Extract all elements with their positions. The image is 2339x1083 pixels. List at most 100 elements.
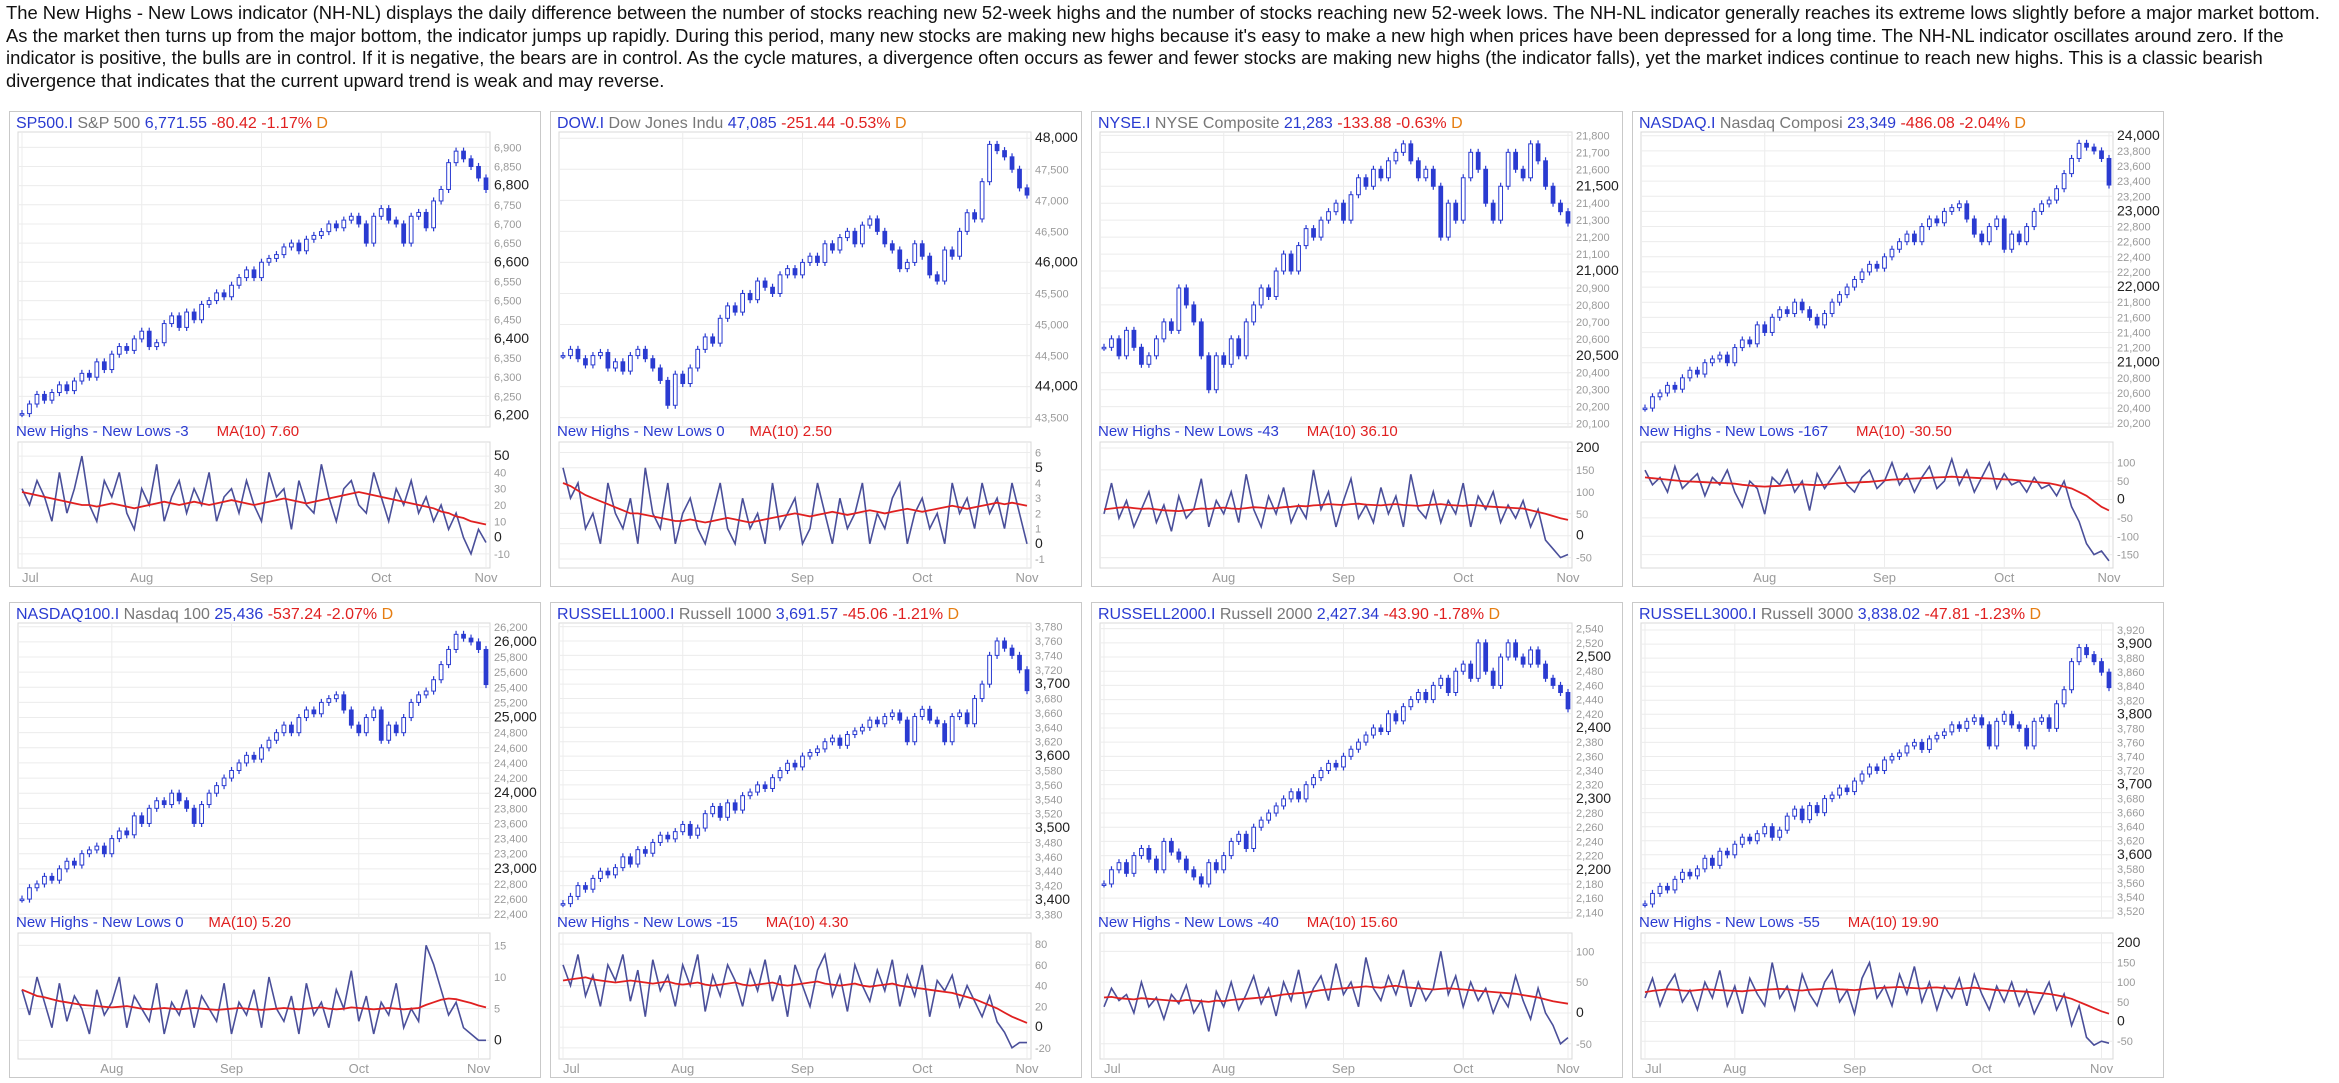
price-candle — [461, 150, 466, 160]
indicator-tick-label: -20 — [1035, 1043, 1051, 1055]
price-change: -47.81 — [1920, 606, 1970, 623]
price-tick-label: 25,800 — [494, 652, 528, 664]
price-candle — [1762, 826, 1768, 835]
nhnl-title: New Highs - New Lows -167 — [1639, 423, 1828, 440]
price-candle — [680, 823, 686, 833]
price-candle — [1468, 663, 1474, 679]
price-candle — [762, 784, 768, 789]
indicator-tick-label: 10 — [494, 516, 506, 528]
price-tick-label: 25,400 — [494, 682, 528, 694]
price-candle — [289, 724, 294, 734]
chart-panel-nasdaq100-i[interactable]: NASDAQ100.I Nasdaq 100 25,436 -537.24 -2… — [9, 602, 541, 1078]
price-candle — [785, 268, 790, 276]
chart-panel-russell3000-i[interactable]: RUSSELL3000.I Russell 3000 3,838.02 -47.… — [1632, 602, 2164, 1078]
price-candle — [266, 257, 272, 263]
price-candle — [311, 234, 317, 240]
price-candle — [371, 215, 377, 244]
ma-title: MA(10) 7.60 — [217, 423, 300, 440]
price-candle — [1296, 791, 1301, 800]
price-candle — [1672, 384, 1678, 390]
price-candle — [363, 223, 369, 244]
month-label: Sep — [250, 570, 273, 585]
price-candle — [1318, 219, 1324, 238]
price-candle — [1513, 642, 1518, 658]
price-tick-label: 25,600 — [494, 667, 528, 679]
percent-change: -2.04% — [1955, 115, 2010, 132]
symbol-link[interactable]: NYSE.I — [1098, 115, 1150, 132]
price-candle — [1393, 151, 1399, 162]
period-flag: D — [943, 606, 959, 623]
index-name: Russell 2000 — [1215, 606, 1312, 623]
price-candle — [371, 709, 377, 719]
price-candle — [401, 223, 407, 244]
price-candle — [1747, 339, 1753, 345]
price-tick-label: 3,660 — [2117, 808, 2145, 820]
chart-panel-dow-i[interactable]: DOW.I Dow Jones Indu 47,085 -251.44 -0.5… — [550, 111, 1082, 587]
price-candle — [64, 860, 70, 870]
chart-panel-nyse-i[interactable]: NYSE.I NYSE Composite 21,283 -133.88 -0.… — [1091, 111, 1623, 587]
price-candle — [2069, 157, 2074, 175]
price-candle — [1919, 741, 1925, 750]
price-candle — [1897, 241, 1902, 250]
price-candle — [994, 640, 1000, 656]
price-candle — [987, 143, 992, 183]
price-tick-label: 6,600 — [494, 253, 529, 269]
ma-line — [1103, 984, 1569, 1005]
price-candle — [927, 708, 933, 721]
chart-panel-russell1000-i[interactable]: RUSSELL1000.I Russell 1000 3,691.57 -45.… — [550, 602, 1082, 1078]
price-candle — [2099, 661, 2104, 673]
price-candle — [613, 361, 618, 369]
symbol-link[interactable]: RUSSELL3000.I — [1639, 606, 1756, 623]
symbol-link[interactable]: DOW.I — [557, 115, 604, 132]
symbol-link[interactable]: RUSSELL1000.I — [557, 606, 674, 623]
price-candle — [657, 834, 663, 843]
chart-panel-russell2000-i[interactable]: RUSSELL2000.I Russell 2000 2,427.34 -43.… — [1091, 602, 1623, 1078]
price-candle — [408, 215, 414, 244]
chart-panel-nasdaq-i[interactable]: NASDAQ.I Nasdaq Composi 23,349 -486.08 -… — [1632, 111, 2164, 587]
price-tick-label: 6,500 — [494, 296, 522, 308]
price-candle — [1453, 202, 1459, 221]
chart-panel-sp500-i[interactable]: SP500.I S&P 500 6,771.55 -80.42 -1.17% D… — [9, 111, 541, 587]
symbol-link[interactable]: NASDAQ100.I — [16, 606, 119, 623]
ma-line — [1644, 986, 2110, 1015]
price-candle — [2099, 150, 2104, 159]
price-candle — [2061, 689, 2067, 705]
price-candle — [1528, 143, 1533, 179]
price-candle — [2024, 727, 2030, 747]
indicator-tick-label: -50 — [2117, 513, 2133, 525]
price-candle — [461, 633, 466, 639]
price-candle — [1460, 177, 1466, 221]
price-candle — [139, 330, 145, 340]
ma-line — [21, 491, 487, 526]
price-tick-label: 6,300 — [494, 372, 522, 384]
price-candle — [1769, 826, 1775, 838]
price-candle — [94, 361, 100, 378]
price-candle — [1739, 836, 1745, 845]
price-candle — [139, 815, 145, 824]
price-candle — [1859, 271, 1865, 281]
price-candle — [1799, 808, 1805, 821]
percent-change: -0.63% — [1392, 115, 1447, 132]
indicator-tick-label: -10 — [494, 549, 510, 561]
price-candle — [101, 361, 107, 371]
ma-title: MA(10) 36.10 — [1307, 423, 1398, 440]
price-candle — [598, 870, 603, 879]
period-flag: D — [2025, 606, 2041, 623]
symbol-link[interactable]: RUSSELL2000.I — [1098, 606, 1215, 623]
percent-change: -1.78% — [1429, 606, 1484, 623]
price-candle — [304, 709, 309, 719]
index-name: NYSE Composite — [1150, 115, 1279, 132]
price-candle — [2106, 671, 2112, 689]
symbol-link[interactable]: SP500.I — [16, 115, 73, 132]
indicator-tick-label: 1 — [1035, 524, 1041, 536]
price-candle — [1949, 207, 1955, 212]
price-candle — [1251, 826, 1257, 850]
price-candle — [830, 243, 835, 251]
price-candle — [1986, 724, 1992, 747]
price-candle — [1807, 805, 1813, 821]
chart-header: NYSE.I NYSE Composite 21,283 -133.88 -0.… — [1098, 115, 1463, 132]
nhnl-title: New Highs - New Lows -55 — [1639, 914, 1820, 931]
price-candle — [109, 353, 115, 371]
price-candle — [845, 734, 850, 746]
symbol-link[interactable]: NASDAQ.I — [1639, 115, 1715, 132]
